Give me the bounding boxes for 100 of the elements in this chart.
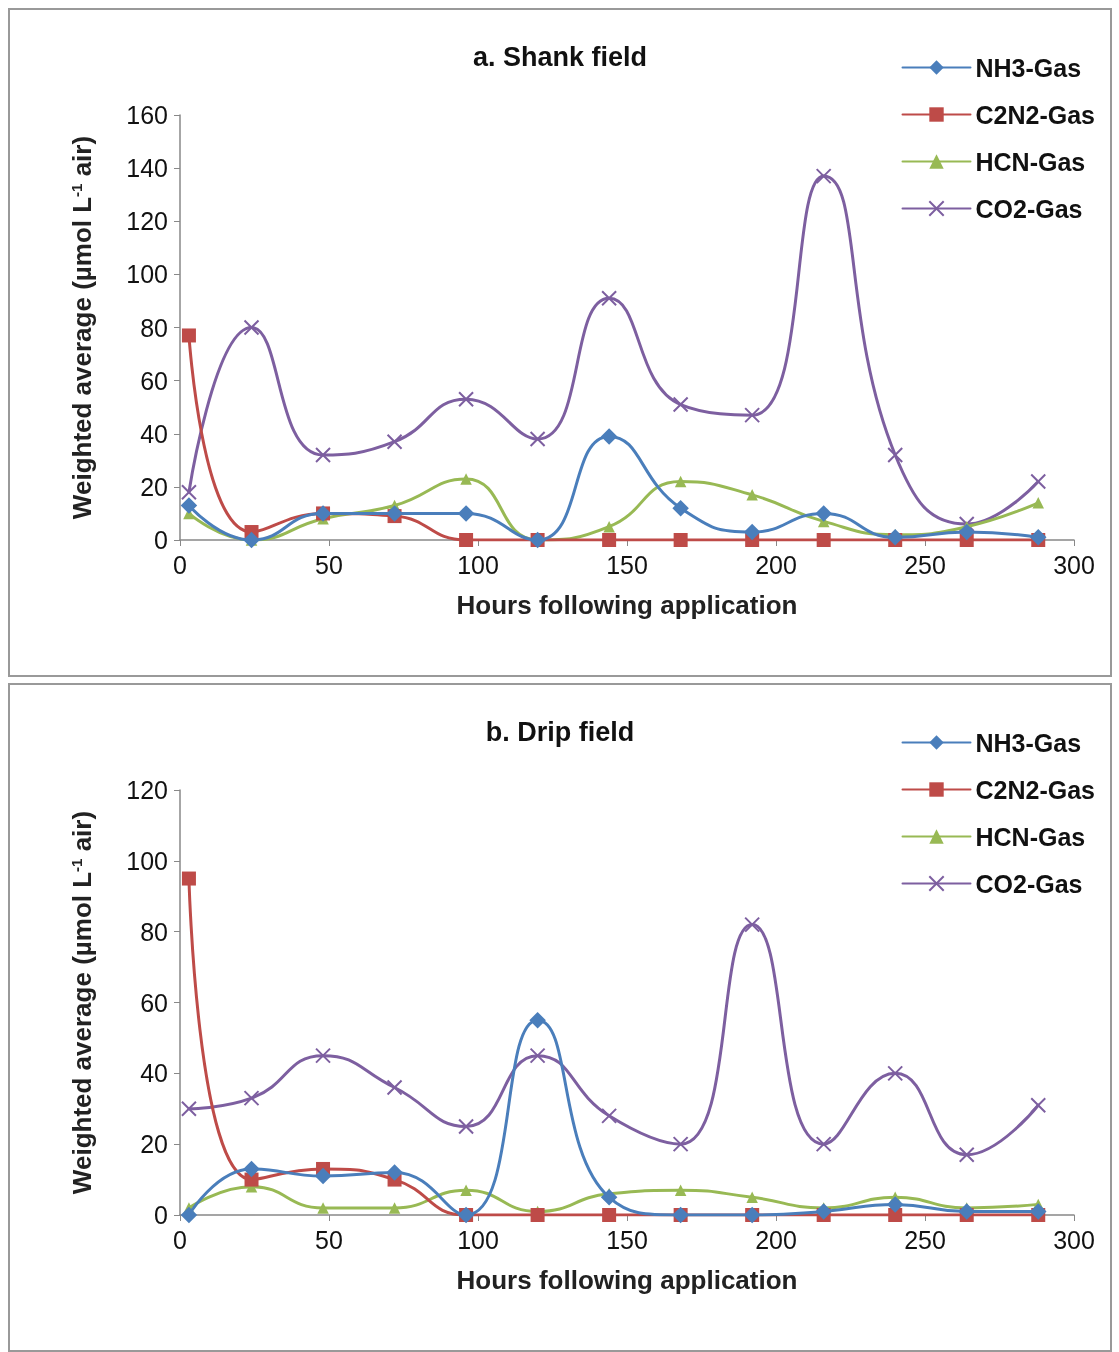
legend-label: NH3-Gas [975, 53, 1082, 82]
point [457, 505, 475, 522]
point [743, 523, 761, 541]
x-tick-label: 100 [457, 550, 499, 579]
point [181, 871, 196, 886]
point [459, 533, 474, 547]
point [672, 396, 689, 413]
y-tick-label: 20 [140, 1130, 168, 1159]
y-tick-label: 0 [154, 526, 168, 554]
point [180, 497, 198, 514]
point [315, 1047, 332, 1064]
point [388, 1202, 401, 1214]
legend-label: HCN-Gas [975, 147, 1086, 176]
x-axis-title: Hours following application [456, 590, 798, 620]
point [458, 1118, 475, 1135]
point [815, 1203, 832, 1220]
point [672, 499, 689, 517]
point [746, 1191, 758, 1204]
point [602, 533, 617, 547]
point [887, 447, 904, 463]
point [958, 523, 975, 541]
point [601, 290, 618, 307]
point [816, 533, 831, 547]
point [386, 1164, 403, 1181]
y-tick-label: 160 [126, 101, 168, 129]
x-tick-label: 150 [606, 1225, 648, 1254]
legend-label: CO2-Gas [975, 194, 1083, 223]
x-tick-label: 100 [457, 1225, 499, 1254]
point [600, 428, 618, 445]
point [815, 168, 832, 185]
point [746, 489, 758, 501]
x-tick-label: 150 [606, 550, 648, 579]
y-tick-label: 20 [140, 472, 168, 501]
point [601, 1107, 618, 1124]
x-axis-title: Hours following application [456, 1265, 798, 1295]
x-tick-label: 50 [315, 550, 343, 579]
chart-title: a. Shank field [472, 41, 648, 72]
point [529, 1047, 546, 1064]
point [815, 505, 832, 522]
x-tick-label: 250 [904, 550, 946, 579]
x-tick-label: 200 [755, 1225, 797, 1254]
point [529, 1011, 546, 1029]
y-tick-label: 140 [126, 154, 168, 183]
x-tick-label: 0 [173, 1225, 187, 1254]
legend-label: C2N2-Gas [975, 100, 1096, 129]
point [386, 1079, 403, 1096]
x-tick-label: 300 [1053, 550, 1095, 579]
point [602, 1208, 617, 1222]
x-tick-label: 300 [1053, 1225, 1095, 1254]
y-tick-label: 60 [140, 988, 168, 1017]
x-tick-label: 250 [904, 1225, 946, 1254]
point [460, 1184, 472, 1196]
y-tick-label: 100 [126, 260, 168, 289]
point [886, 529, 904, 546]
point [314, 1167, 332, 1185]
point [887, 1065, 904, 1082]
y-tick-label: 40 [140, 1059, 168, 1088]
point [180, 1206, 198, 1224]
point [244, 1172, 259, 1187]
point [886, 1196, 904, 1213]
point [600, 1189, 618, 1206]
y-tick-label: 100 [126, 846, 168, 875]
y-tick-label: 120 [126, 776, 168, 804]
y-axis-title: Weighted average (µmol L-1 air) [67, 810, 97, 1195]
point [744, 407, 761, 424]
x-tick-label: 200 [755, 550, 797, 579]
point [672, 1136, 689, 1153]
legend-label: C2N2-Gas [975, 775, 1096, 804]
y-tick-label: 80 [140, 917, 168, 946]
point [317, 1202, 329, 1214]
point [1032, 497, 1044, 509]
point [603, 520, 615, 533]
point [674, 1184, 687, 1196]
point [958, 1203, 975, 1220]
point [243, 1160, 260, 1178]
point [180, 484, 197, 501]
point [673, 533, 688, 547]
point [1029, 1203, 1047, 1220]
point [1030, 1097, 1047, 1114]
legend-label: CO2-Gas [975, 869, 1083, 898]
point [315, 447, 332, 463]
legend-label: HCN-Gas [975, 822, 1086, 851]
y-tick-label: 0 [154, 1201, 168, 1229]
point [386, 433, 403, 450]
point [181, 328, 196, 343]
point [460, 473, 472, 485]
point [243, 319, 260, 336]
chart-title: b. Drip field [485, 716, 635, 747]
point [1029, 529, 1047, 546]
y-tick-label: 60 [140, 366, 168, 395]
point [243, 1090, 260, 1107]
point [815, 1136, 832, 1153]
point [958, 1146, 975, 1163]
y-axis-title: Weighted average (µmol L-1 air) [67, 135, 97, 520]
legend-label: NH3-Gas [975, 728, 1082, 757]
point [1030, 473, 1047, 490]
x-tick-label: 0 [173, 550, 187, 579]
point [744, 916, 761, 933]
y-tick-label: 40 [140, 419, 168, 448]
point [458, 391, 475, 408]
